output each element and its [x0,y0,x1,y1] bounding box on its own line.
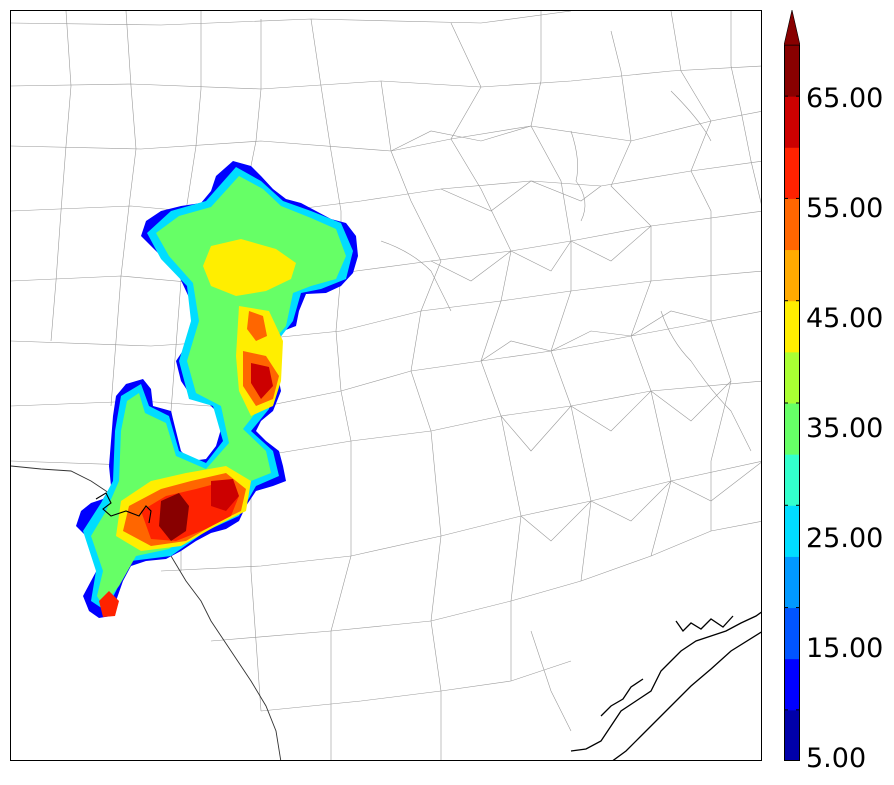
colorbar-segment [784,198,800,251]
colorbar-label-45: 45.00 [806,303,884,334]
colorbar-segment [784,403,800,455]
colorbar-segment [784,351,800,404]
echo-region-darkred-2 [211,479,239,511]
colorbar-segment [784,45,800,97]
echo-region-darkred-3 [251,363,273,399]
colorbar [784,10,800,761]
colorbar-segment [784,556,800,609]
colorbar-segment [784,249,800,302]
colorbar-segment [784,607,800,660]
colorbar-label-65: 65.00 [806,83,884,114]
radar-reflectivity [76,161,358,618]
colorbar-label-5: 5.00 [806,743,867,774]
echo-region-red-2 [99,591,119,617]
state-border [11,465,282,760]
colorbar-segment [784,300,800,353]
river-lines [380,90,752,732]
colorbar-segment [784,505,800,557]
coastline [570,611,761,760]
colorbar-label-55: 55.00 [806,193,884,224]
echo-region-yellow [203,239,296,296]
colorbar-label-25: 25.00 [806,523,884,554]
colorbar-label-15: 15.00 [806,633,884,664]
colorbar-segment [784,658,800,711]
border-river-outline [95,492,152,524]
colorbar-segment [784,454,800,506]
colorbar-extend-arrow [784,10,800,46]
colorbar-segment [784,96,800,148]
radar-map [10,10,762,761]
colorbar-segment [784,147,800,199]
colorbar-segment [784,709,800,761]
colorbar-segments [784,44,800,761]
county-boundaries [11,11,761,760]
echo-region-orange-3 [247,311,267,341]
map-canvas [11,11,761,760]
echo-region-darkred [159,493,189,541]
colorbar-label-35: 35.00 [806,413,884,444]
